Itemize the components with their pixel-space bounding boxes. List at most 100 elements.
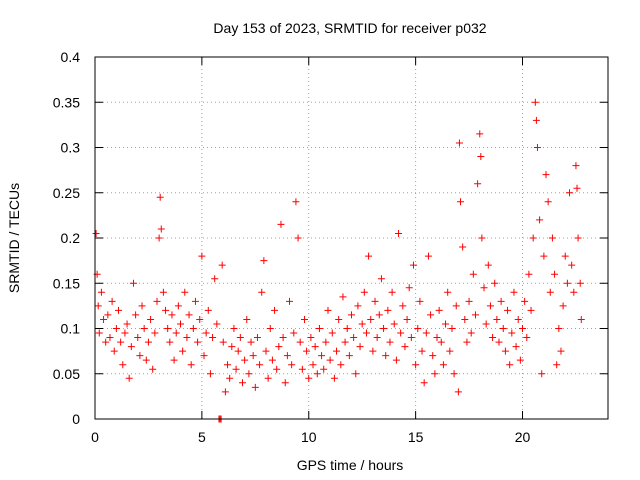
data-point <box>185 311 193 319</box>
data-point <box>142 356 150 364</box>
data-point <box>437 338 445 346</box>
data-point <box>439 361 447 369</box>
data-point <box>309 361 317 369</box>
data-point <box>253 334 261 342</box>
data-point <box>149 365 157 373</box>
data-point <box>226 374 234 382</box>
data-point <box>123 320 131 328</box>
y-axis-label: SRMTID / TECUs <box>6 183 22 293</box>
data-point <box>320 365 328 373</box>
data-point <box>508 329 516 337</box>
data-point <box>179 347 187 355</box>
data-point <box>373 334 381 342</box>
data-point <box>555 325 563 332</box>
y-tick-label: 0.1 <box>61 321 81 337</box>
data-point <box>337 361 345 369</box>
data-point <box>339 293 347 301</box>
data-point <box>538 370 546 378</box>
data-point <box>457 198 465 206</box>
data-point <box>367 315 375 323</box>
data-point <box>127 343 135 351</box>
data-point <box>388 288 396 296</box>
data-point <box>189 325 197 332</box>
data-point <box>211 275 219 283</box>
data-point <box>262 347 270 355</box>
data-point <box>345 352 353 360</box>
data-point <box>536 216 544 224</box>
data-point <box>533 144 541 151</box>
data-point <box>268 356 276 364</box>
y-tick-label: 0 <box>72 411 80 427</box>
data-point <box>420 379 428 387</box>
data-point <box>386 338 394 346</box>
data-point <box>166 338 174 346</box>
data-point <box>354 302 362 310</box>
data-point <box>467 329 475 337</box>
axis-ticks <box>94 56 608 420</box>
data-point <box>170 356 178 364</box>
data-point <box>544 198 552 206</box>
data-point <box>194 338 202 346</box>
data-point <box>140 325 148 332</box>
data-point <box>341 338 349 346</box>
data-point <box>183 334 191 342</box>
data-point <box>115 306 123 314</box>
data-point <box>174 302 182 310</box>
data-point <box>157 225 165 233</box>
data-point <box>104 311 112 319</box>
data-point <box>92 229 100 237</box>
data-point <box>433 334 441 342</box>
data-point <box>489 334 497 342</box>
data-point <box>343 325 351 332</box>
data-point <box>561 252 569 260</box>
data-point <box>283 352 291 360</box>
data-point <box>463 338 471 346</box>
data-point <box>307 334 315 342</box>
data-point <box>200 352 208 360</box>
data-point <box>125 374 133 382</box>
data-point <box>97 288 105 296</box>
data-point <box>369 347 377 355</box>
data-point <box>512 343 520 351</box>
x-tick-label: 10 <box>301 429 317 445</box>
data-point <box>525 270 533 278</box>
data-point <box>95 329 103 337</box>
data-point <box>315 325 323 332</box>
data-point <box>454 388 462 396</box>
data-point <box>236 334 244 342</box>
data-point <box>213 320 221 328</box>
data-point <box>117 338 125 346</box>
data-point <box>356 343 364 351</box>
data-point <box>136 352 144 360</box>
data-point <box>424 252 432 260</box>
data-point <box>380 325 388 332</box>
data-point <box>277 220 285 228</box>
data-point <box>499 325 507 332</box>
data-point <box>258 288 266 296</box>
data-point <box>568 261 576 269</box>
data-point <box>218 261 226 269</box>
data-point <box>168 311 176 319</box>
data-point <box>523 334 531 342</box>
data-point <box>333 347 341 355</box>
y-tick-label: 0.15 <box>53 275 80 291</box>
data-point <box>219 338 227 346</box>
data-point <box>153 297 161 305</box>
data-point <box>288 361 296 369</box>
data-point <box>407 334 415 342</box>
data-point <box>390 320 398 328</box>
data-point <box>362 329 370 337</box>
chart-title: Day 153 of 2023, SRMTID for receiver p03… <box>213 20 486 36</box>
data-point <box>531 98 539 106</box>
data-point <box>563 279 571 287</box>
y-tick-label: 0.3 <box>61 140 81 156</box>
data-point <box>138 302 146 310</box>
data-point <box>294 234 302 242</box>
data-point <box>132 311 140 319</box>
data-point <box>350 334 358 342</box>
data-point <box>318 352 326 360</box>
data-point <box>486 302 494 310</box>
data-point <box>155 234 163 242</box>
data-point <box>196 315 204 323</box>
